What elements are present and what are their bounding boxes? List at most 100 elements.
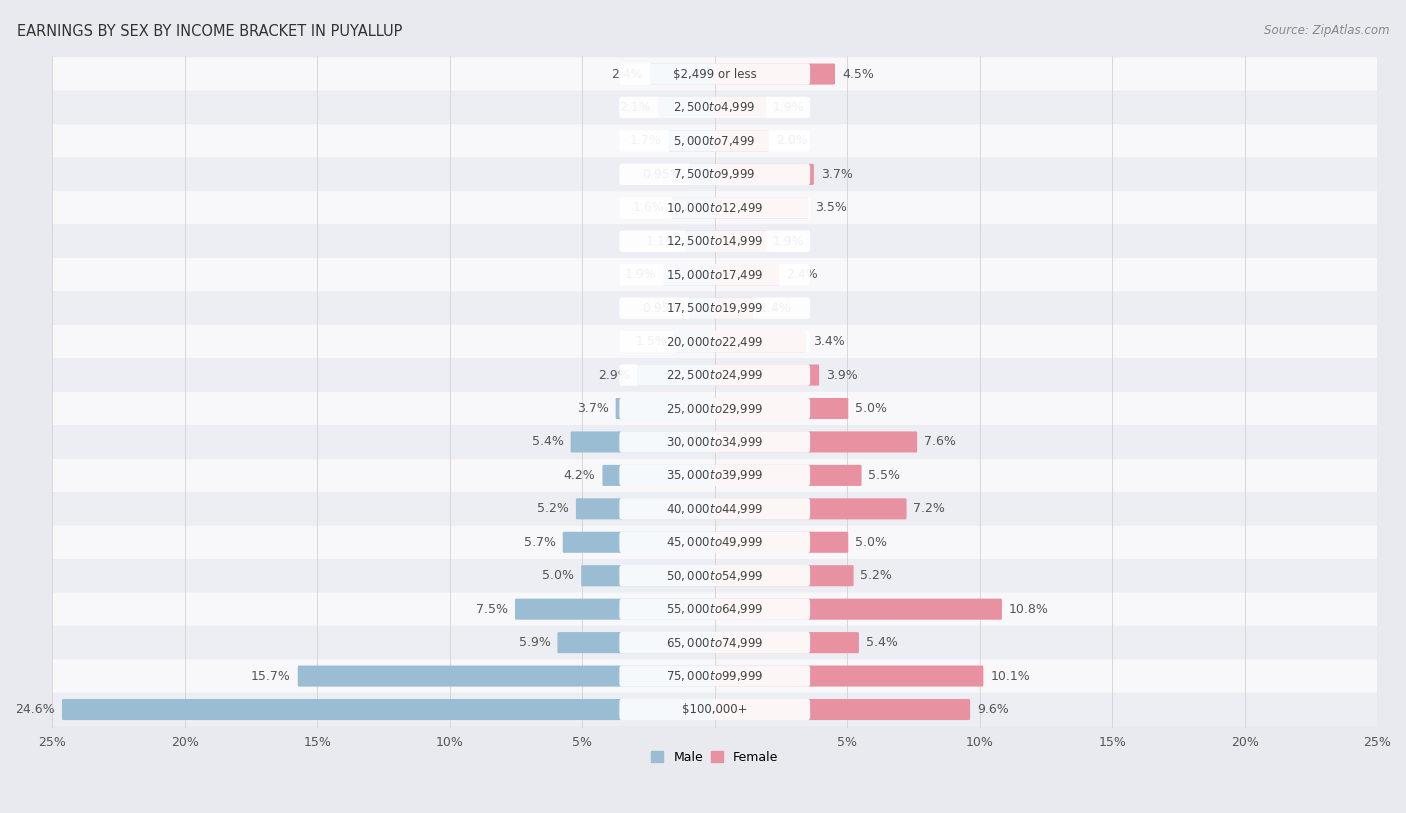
Text: 4.5%: 4.5% [842,67,873,80]
Text: 1.7%: 1.7% [630,134,662,147]
FancyBboxPatch shape [714,364,820,385]
Text: 5.4%: 5.4% [866,636,897,649]
FancyBboxPatch shape [620,331,810,352]
Text: EARNINGS BY SEX BY INCOME BRACKET IN PUYALLUP: EARNINGS BY SEX BY INCOME BRACKET IN PUY… [17,24,402,39]
FancyBboxPatch shape [62,699,716,720]
Text: 1.4%: 1.4% [759,302,792,315]
Text: 1.1%: 1.1% [645,235,678,248]
FancyBboxPatch shape [620,431,810,453]
FancyBboxPatch shape [51,626,1378,659]
Text: 10.1%: 10.1% [990,670,1031,683]
FancyBboxPatch shape [581,565,716,586]
FancyBboxPatch shape [51,693,1378,726]
FancyBboxPatch shape [658,97,716,118]
Text: 7.2%: 7.2% [914,502,945,515]
FancyBboxPatch shape [51,191,1378,224]
Text: $7,500 to $9,999: $7,500 to $9,999 [673,167,756,181]
FancyBboxPatch shape [51,91,1378,124]
Text: 5.7%: 5.7% [524,536,555,549]
Text: 2.1%: 2.1% [620,101,651,114]
Text: 1.9%: 1.9% [773,235,804,248]
FancyBboxPatch shape [669,130,716,151]
FancyBboxPatch shape [571,432,716,453]
Text: 7.5%: 7.5% [477,602,508,615]
Text: $20,000 to $22,499: $20,000 to $22,499 [666,335,763,349]
FancyBboxPatch shape [714,63,835,85]
Text: 5.2%: 5.2% [860,569,893,582]
Text: 3.4%: 3.4% [813,335,845,348]
Text: 2.4%: 2.4% [612,67,643,80]
FancyBboxPatch shape [714,298,752,319]
FancyBboxPatch shape [51,124,1378,158]
FancyBboxPatch shape [51,559,1378,593]
FancyBboxPatch shape [620,97,810,118]
FancyBboxPatch shape [51,492,1378,525]
Text: 2.4%: 2.4% [786,268,818,281]
FancyBboxPatch shape [714,164,814,185]
FancyBboxPatch shape [602,465,716,486]
FancyBboxPatch shape [620,298,810,319]
FancyBboxPatch shape [51,224,1378,258]
FancyBboxPatch shape [714,498,907,520]
FancyBboxPatch shape [689,164,716,185]
Text: $2,500 to $4,999: $2,500 to $4,999 [673,101,756,115]
Text: 1.9%: 1.9% [624,268,657,281]
FancyBboxPatch shape [557,632,716,653]
Text: $22,500 to $24,999: $22,500 to $24,999 [666,368,763,382]
FancyBboxPatch shape [51,291,1378,325]
FancyBboxPatch shape [51,459,1378,492]
Text: 3.7%: 3.7% [576,402,609,415]
FancyBboxPatch shape [714,465,862,486]
FancyBboxPatch shape [671,198,716,219]
Text: $12,500 to $14,999: $12,500 to $14,999 [666,234,763,248]
Text: 4.2%: 4.2% [564,469,596,482]
Text: Source: ZipAtlas.com: Source: ZipAtlas.com [1264,24,1389,37]
FancyBboxPatch shape [714,97,766,118]
Text: $65,000 to $74,999: $65,000 to $74,999 [666,636,763,650]
FancyBboxPatch shape [620,63,810,85]
FancyBboxPatch shape [714,699,970,720]
Text: 5.0%: 5.0% [855,402,887,415]
FancyBboxPatch shape [714,565,853,586]
FancyBboxPatch shape [620,632,810,654]
FancyBboxPatch shape [620,163,810,185]
Text: $30,000 to $34,999: $30,000 to $34,999 [666,435,763,449]
Text: 1.5%: 1.5% [636,335,666,348]
FancyBboxPatch shape [51,58,1378,91]
Text: $15,000 to $17,499: $15,000 to $17,499 [666,267,763,282]
Text: 7.6%: 7.6% [924,436,956,449]
FancyBboxPatch shape [51,392,1378,425]
FancyBboxPatch shape [714,331,806,352]
Text: $10,000 to $12,499: $10,000 to $12,499 [666,201,763,215]
FancyBboxPatch shape [620,130,810,152]
FancyBboxPatch shape [685,231,716,252]
Text: $50,000 to $54,999: $50,000 to $54,999 [666,569,763,583]
FancyBboxPatch shape [714,598,1002,620]
FancyBboxPatch shape [51,325,1378,359]
Text: 2.0%: 2.0% [776,134,807,147]
Text: 0.95%: 0.95% [641,167,682,180]
Text: $5,000 to $7,499: $5,000 to $7,499 [673,134,756,148]
FancyBboxPatch shape [714,432,917,453]
FancyBboxPatch shape [689,298,716,319]
Text: 15.7%: 15.7% [252,670,291,683]
FancyBboxPatch shape [620,565,810,586]
FancyBboxPatch shape [620,465,810,486]
Text: $17,500 to $19,999: $17,500 to $19,999 [666,301,763,315]
FancyBboxPatch shape [515,598,716,620]
Text: 1.9%: 1.9% [773,101,804,114]
Text: $100,000+: $100,000+ [682,703,748,716]
Text: $35,000 to $39,999: $35,000 to $39,999 [666,468,763,482]
Text: 5.2%: 5.2% [537,502,569,515]
FancyBboxPatch shape [714,231,766,252]
FancyBboxPatch shape [51,425,1378,459]
Text: $55,000 to $64,999: $55,000 to $64,999 [666,602,763,616]
Text: 5.5%: 5.5% [869,469,900,482]
FancyBboxPatch shape [620,532,810,553]
FancyBboxPatch shape [620,264,810,285]
FancyBboxPatch shape [616,398,716,419]
FancyBboxPatch shape [51,359,1378,392]
FancyBboxPatch shape [620,665,810,687]
FancyBboxPatch shape [620,498,810,520]
FancyBboxPatch shape [51,258,1378,291]
